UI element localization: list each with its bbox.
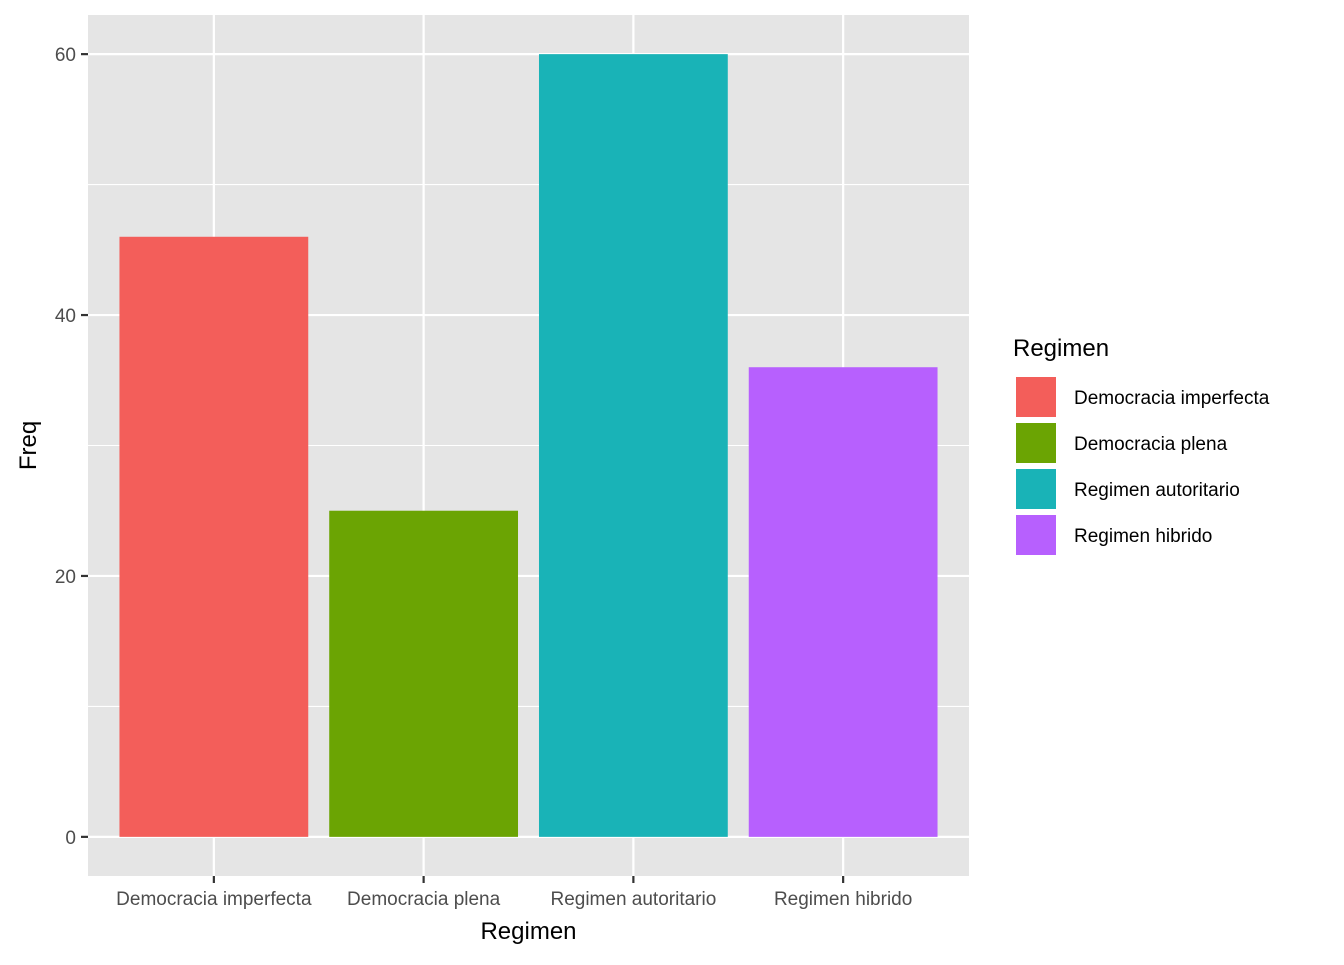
x-tick-label: Regimen autoritario: [550, 889, 716, 910]
y-tick-label: 20: [55, 567, 76, 588]
legend-label: Democracia plena: [1074, 434, 1228, 455]
legend-label: Regimen hibrido: [1074, 526, 1212, 547]
legend-key: [1014, 421, 1058, 465]
y-tick-label: 0: [65, 828, 76, 849]
bar: [329, 510, 519, 837]
x-axis: Democracia imperfecta Democracia plena Reg…: [116, 876, 912, 910]
legend-label: Regimen autoritario: [1074, 480, 1240, 501]
bar: [119, 236, 309, 837]
legend: Regimen Democracia imperfecta Democracia …: [1013, 335, 1270, 557]
bars: [119, 54, 938, 837]
x-tick-label: Democracia plena: [347, 889, 501, 910]
y-tick-label: 60: [55, 45, 76, 66]
y-tick-label: 40: [55, 306, 76, 327]
legend-title: Regimen: [1013, 335, 1109, 362]
bar: [748, 367, 938, 837]
legend-key: [1014, 375, 1058, 419]
y-axis: 0 20 40 60: [55, 45, 88, 849]
x-tick-label: Democracia imperfecta: [116, 889, 312, 910]
x-tick-label: Regimen hibrido: [774, 889, 912, 910]
bar: [538, 54, 728, 837]
y-axis-title: Freq: [15, 421, 42, 470]
legend-label: Democracia imperfecta: [1074, 388, 1270, 409]
x-axis-title: Regimen: [480, 918, 576, 945]
legend-key: [1014, 467, 1058, 511]
legend-key: [1014, 513, 1058, 557]
